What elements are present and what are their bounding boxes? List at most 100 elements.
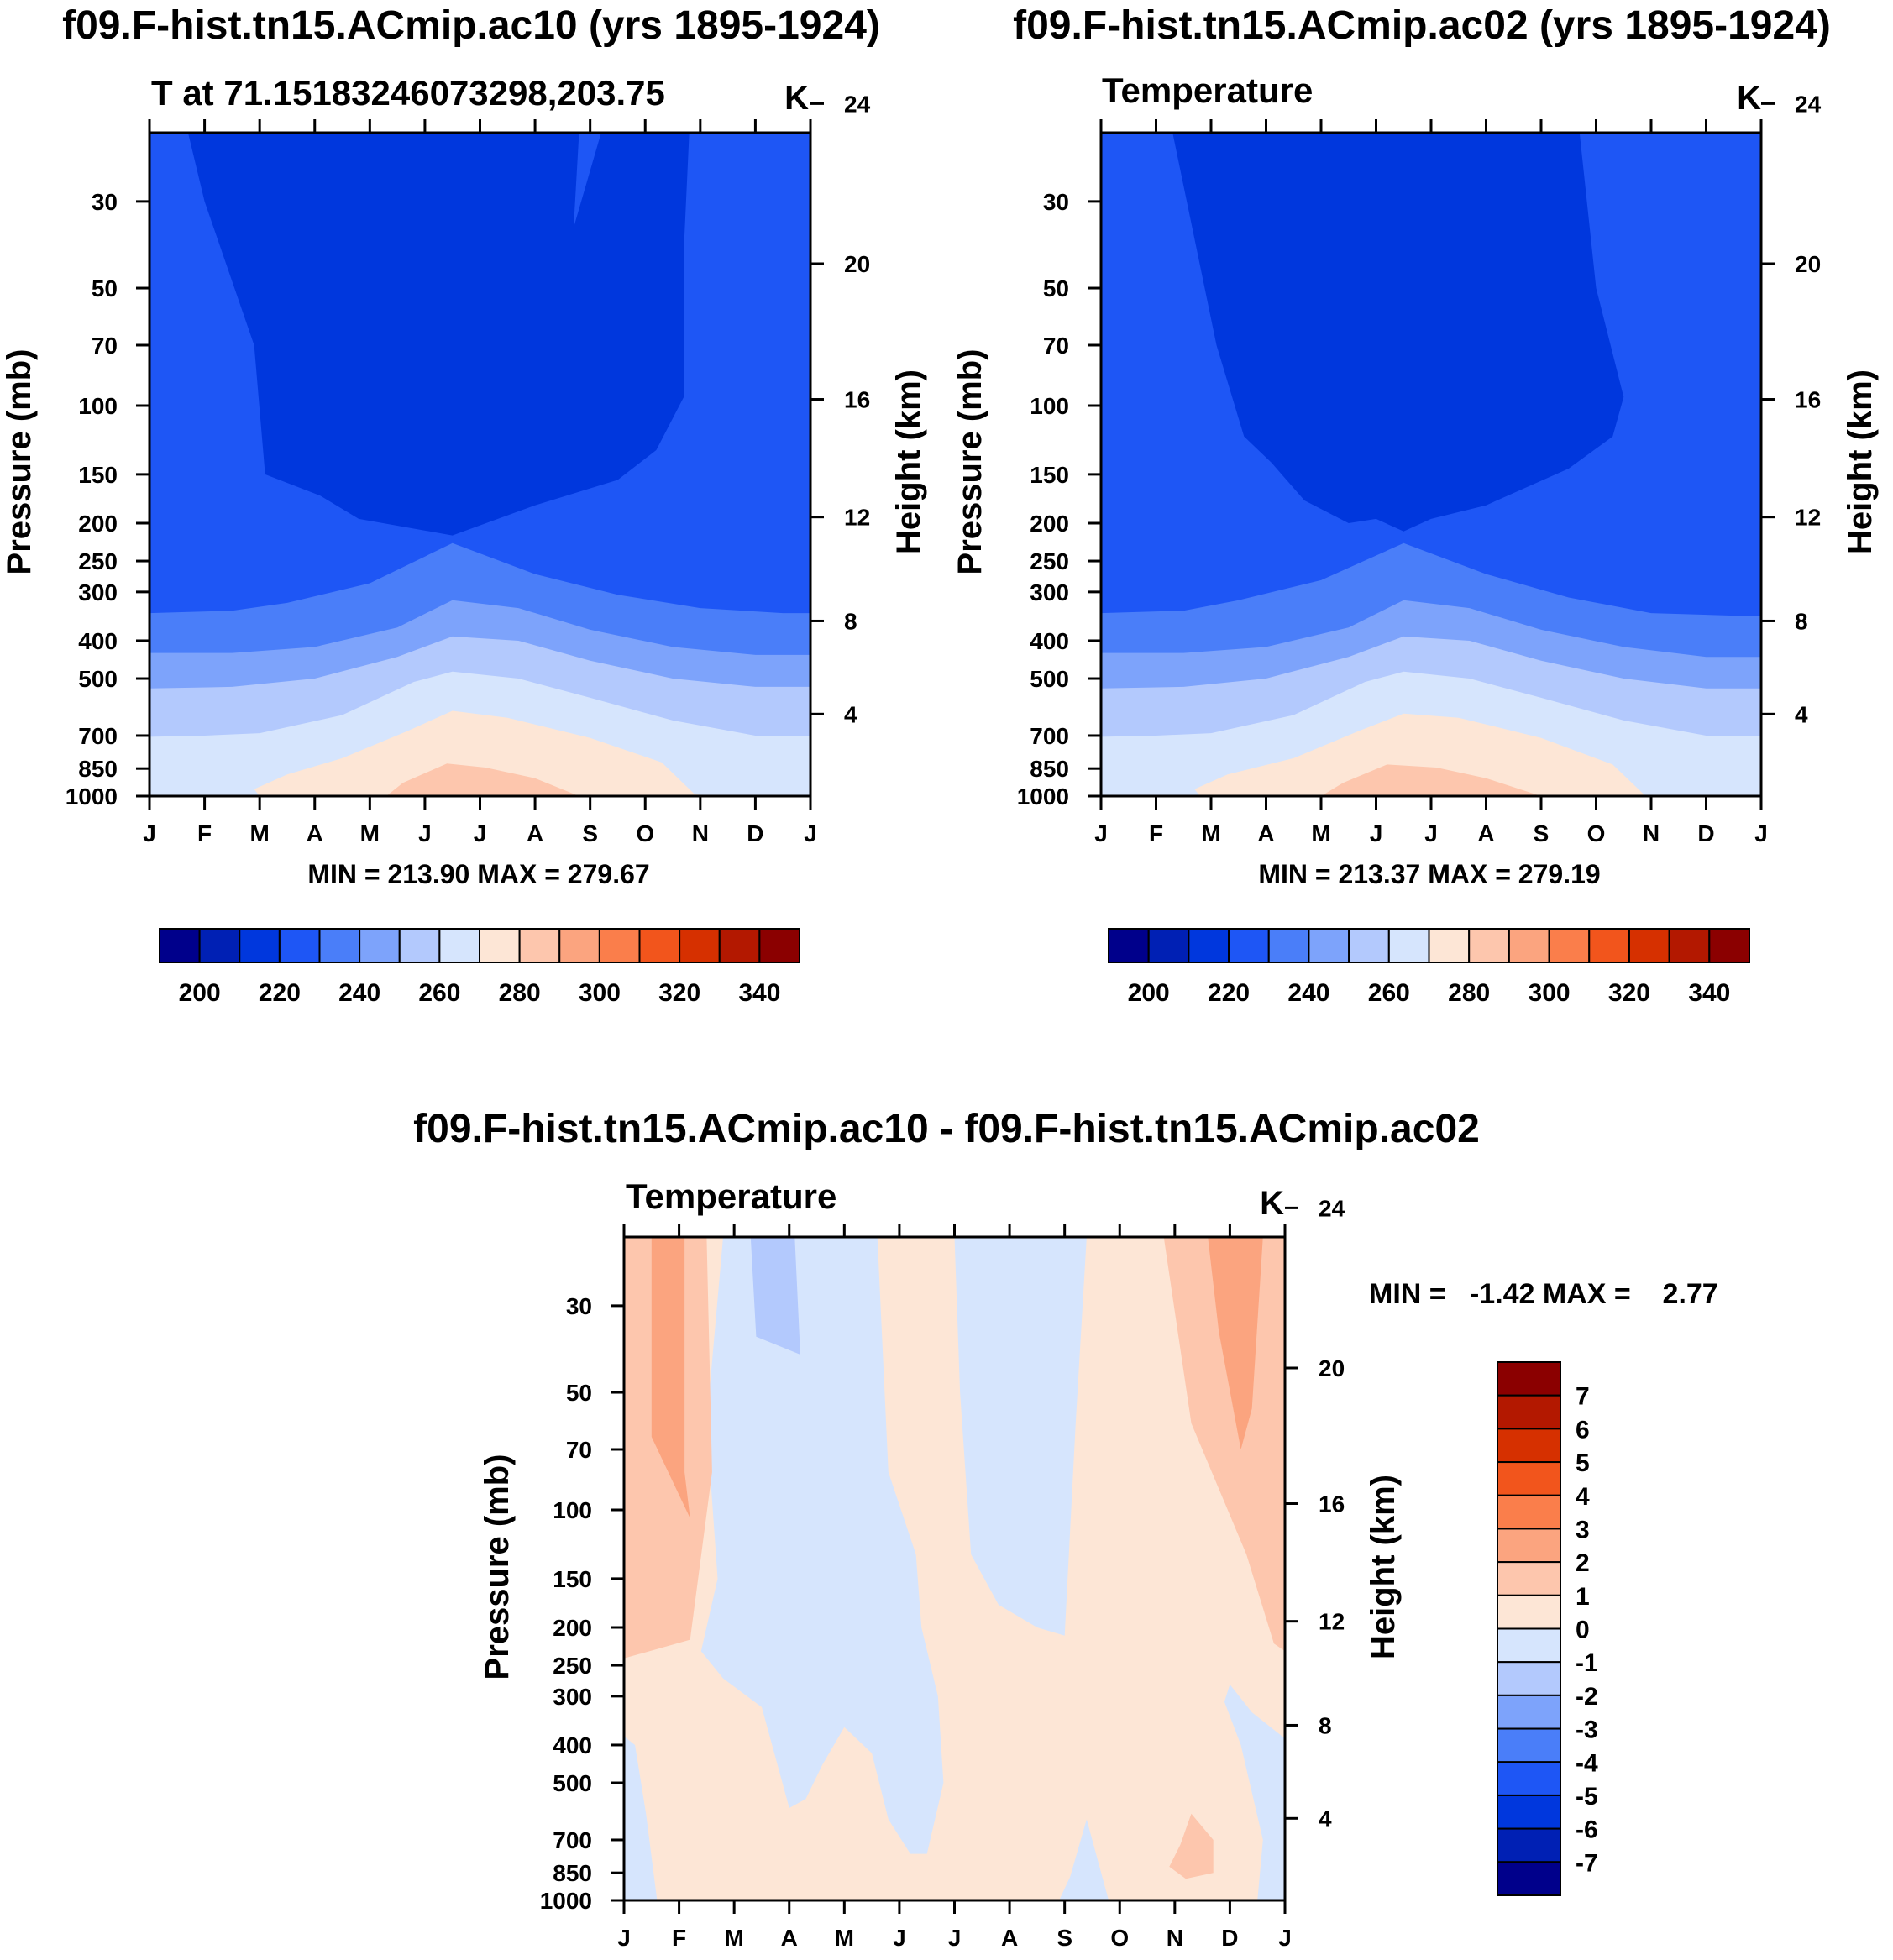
contour-band--1-0-bottom [1059,1819,1109,1900]
x-tick-label: N [1643,820,1660,846]
colorbar-swatch [1497,1861,1561,1896]
colorbar-label: 200 [1128,979,1170,1007]
contour-band-280-290 [1321,764,1541,796]
x-tick-label: N [692,820,709,846]
colorbar-swatch [278,928,321,963]
x-tick-label: J [1424,820,1438,846]
y-tick-label: 70 [92,333,118,359]
x-tick-label: M [250,820,270,846]
y2-tick-label: 8 [1319,1712,1332,1738]
panel-ac10-title: f09.F-hist.tn15.ACmip.ac10 (yrs 1895-192… [62,3,880,48]
contour-band--2--1 [750,1237,800,1355]
y-tick-label: 100 [78,393,118,419]
colorbar-label: 320 [658,979,700,1007]
y-tick-label: 700 [553,1827,592,1853]
panel-ac10-stats: MIN = 213.90 MAX = 279.67 [307,859,649,889]
x-tick-label: J [418,820,432,846]
panel-ac02-left-label: Temperature [1102,71,1313,110]
panel-ac10-axes: J F M A M J J A S O N D J 30 50 70 100 150 200 250 300 400 500… [66,91,871,846]
colorbar-label: 220 [259,979,301,1007]
panel-ac10-units: K [784,80,809,117]
colorbar-swatch [1668,928,1711,963]
colorbar-swatch [198,928,241,963]
panel-ac02: f09.F-hist.tn15.ACmip.ac02 (yrs 1895-192… [952,3,1879,1007]
colorbar-label: 260 [1368,979,1410,1007]
y-tick-label: 500 [1030,666,1069,692]
x-tick-label: S [1534,820,1550,846]
x-tick-label: D [1221,1925,1238,1951]
y2-tick-label: 16 [1319,1491,1345,1517]
contour-band-270-280 [1194,713,1646,796]
colorbar-swatch [438,928,480,963]
colorbar-swatch [1588,928,1630,963]
panel-ac02-y2label: Height (km) [1842,369,1879,554]
colorbar-swatch [1497,1494,1561,1530]
y-tick-label: 1000 [1017,783,1069,810]
y-tick-label: 200 [1030,511,1069,537]
y2-tick-label: 12 [1795,505,1821,531]
y-tick-label: 150 [553,1566,592,1592]
x-tick-label: J [948,1925,962,1951]
colorbar-label: 240 [338,979,380,1007]
colorbar-label: 7 [1576,1383,1590,1411]
contour-band-280-290 [386,763,579,796]
colorbar-swatch [318,928,361,963]
panel-diff: f09.F-hist.tn15.ACmip.ac10 - f09.F-hist.… [413,1107,1718,1951]
colorbar-swatch [558,928,600,963]
contour-band--1-0-mid [954,1237,1087,1636]
colorbar-swatch [1628,928,1670,963]
colorbar-swatch [359,928,401,963]
y-tick-label: 250 [553,1653,592,1679]
x-tick-label: S [1057,1925,1072,1951]
colorbar-label: 2 [1576,1549,1590,1577]
contour-band-2-3-right [1208,1237,1263,1449]
y2-tick-label: 8 [844,608,857,634]
y2-tick-label: 24 [1795,91,1822,117]
y-tick-label: 1000 [540,1888,592,1914]
colorbar-swatch [1497,1594,1561,1630]
x-tick-label: A [1257,820,1274,846]
x-tick-label: J [1370,820,1383,846]
colorbar-swatch [1497,1528,1561,1564]
colorbar-label: 1 [1576,1583,1590,1611]
colorbar-swatch [638,928,681,963]
y2-tick-label: 20 [1795,251,1821,277]
panel-ac02-title: f09.F-hist.tn15.ACmip.ac02 (yrs 1895-192… [1013,3,1831,48]
x-tick-label: A [307,820,323,846]
y-tick-label: 50 [566,1380,592,1406]
contour-band-2-3-left [651,1237,690,1518]
colorbar-swatch [679,928,721,963]
panel-ac10-colorbar: 200 220 240 260 280 300 320 340 [159,928,800,1007]
x-tick-label: J [1754,820,1768,846]
x-tick-label: A [781,1925,798,1951]
colorbar-label: -5 [1576,1783,1598,1811]
x-tick-label: D [1697,820,1714,846]
y2-tick-label: 20 [844,251,870,277]
panel-ac02-units: K [1737,80,1761,117]
x-tick-label: M [1311,820,1330,846]
colorbar-swatch [1497,1627,1561,1664]
x-tick-label: F [197,820,212,846]
y-tick-label: 300 [553,1684,592,1710]
y2-tick-label: 4 [844,701,857,727]
y2-tick-label: 24 [844,91,871,117]
colorbar-swatch [1308,928,1350,963]
y2-tick-label: 16 [1795,387,1821,413]
y-tick-label: 500 [78,666,118,692]
colorbar-label: 320 [1608,979,1650,1007]
panel-diff-ylabel: Pressure (mb) [479,1454,516,1680]
y-tick-label: 300 [78,579,118,605]
colorbar-swatch [1497,1394,1561,1430]
x-tick-label: J [1278,1925,1292,1951]
panel-diff-stats: MIN = -1.42 MAX = 2.77 [1369,1278,1718,1310]
y-tick-label: 700 [1030,723,1069,749]
y-tick-label: 30 [566,1293,592,1319]
colorbar-label: 340 [1688,979,1730,1007]
panel-diff-left-label: Temperature [626,1177,836,1216]
y-tick-label: 400 [553,1732,592,1758]
colorbar-label: 260 [418,979,460,1007]
y2-tick-label: 12 [1319,1609,1345,1635]
colorbar-swatch [1387,928,1430,963]
x-tick-label: M [1201,820,1220,846]
x-tick-label: A [527,820,543,846]
